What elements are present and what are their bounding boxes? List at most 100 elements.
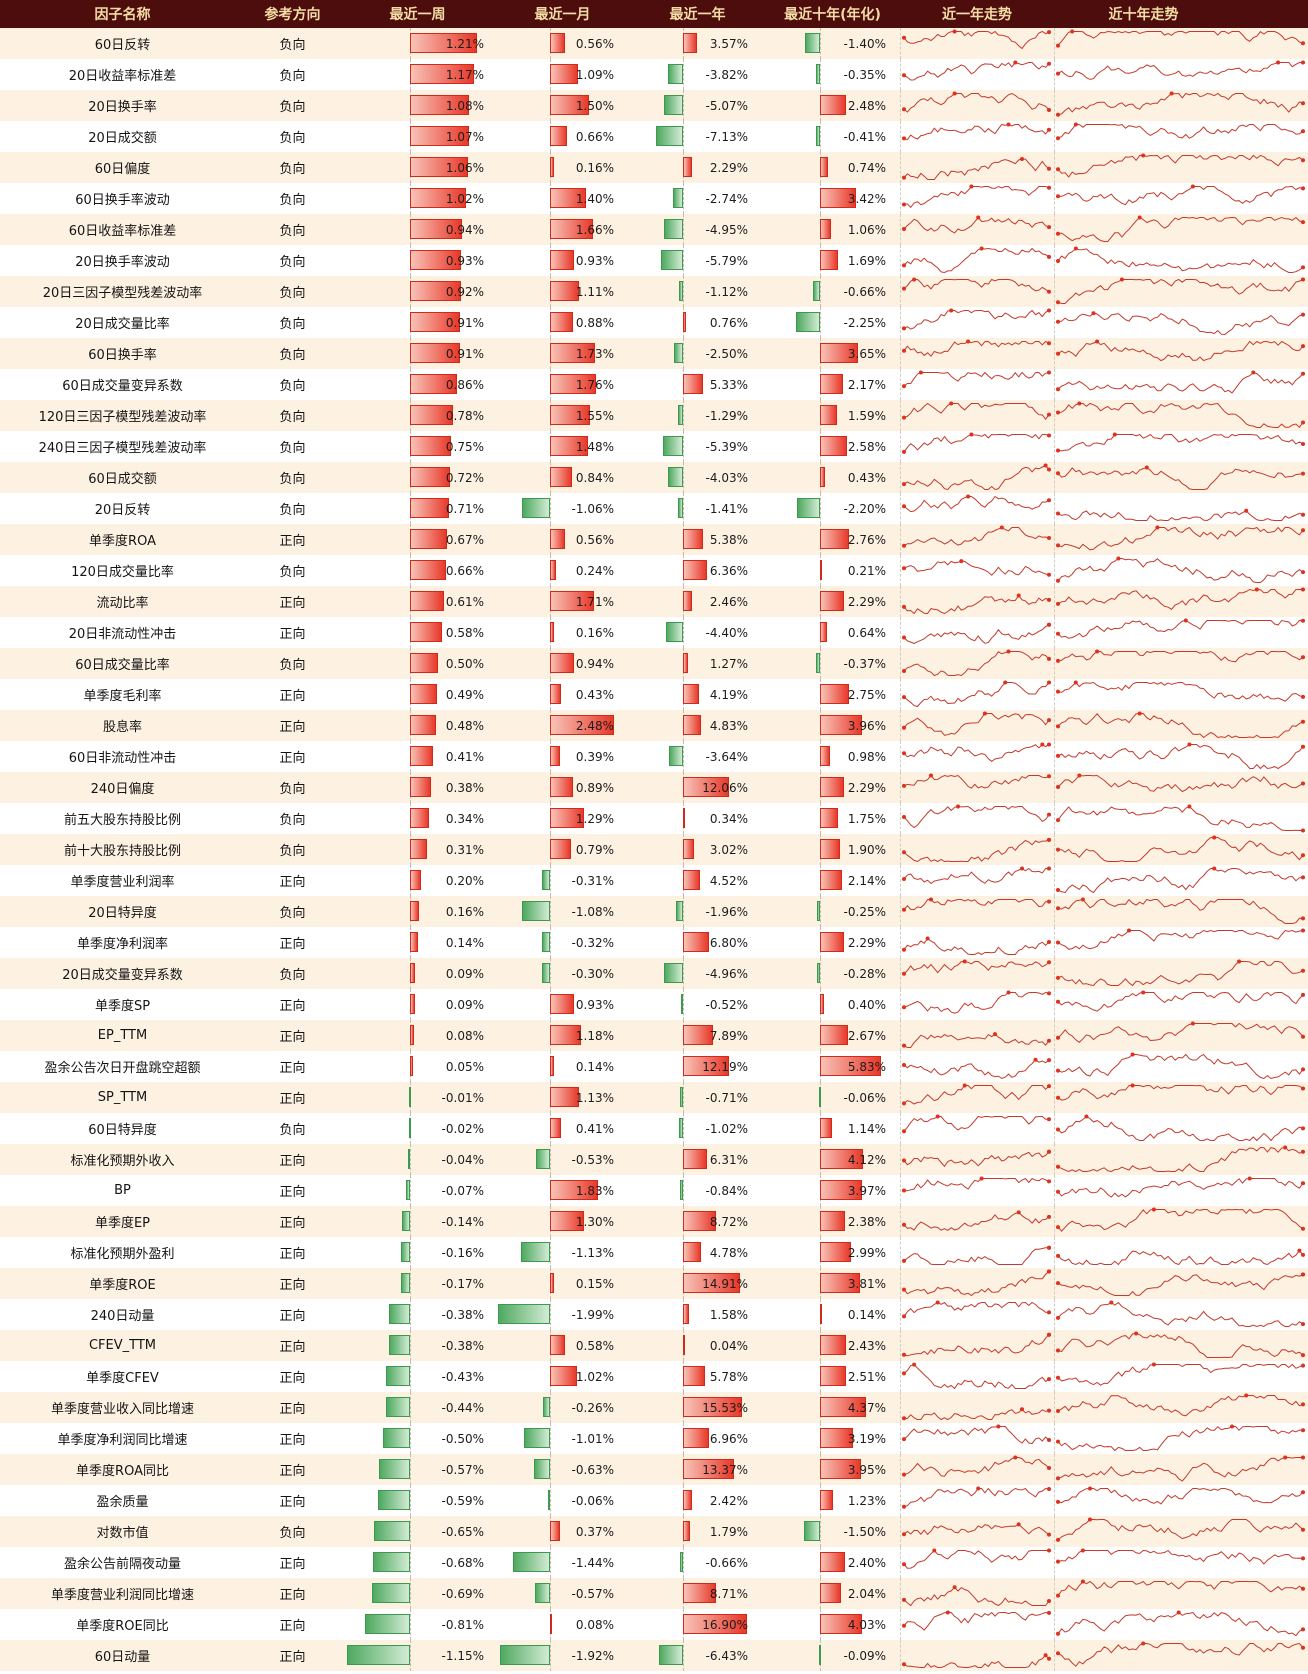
value-label: 1.13% <box>575 1090 614 1105</box>
last-week-cell: -0.43% <box>340 1361 495 1392</box>
last-year-cell: 3.02% <box>630 834 765 865</box>
value-label: 0.34% <box>445 811 484 826</box>
last-ten-year-cell: 4.12% <box>765 1144 900 1175</box>
factor-direction: 正向 <box>279 1309 306 1324</box>
value-bar <box>523 1428 550 1448</box>
factor-direction: 正向 <box>279 1588 306 1603</box>
factor-direction: 正向 <box>279 596 306 611</box>
sparkline-10y <box>1054 1299 1308 1330</box>
value-bar <box>550 777 574 797</box>
header-trend-10y: 近十年走势 <box>1108 7 1179 23</box>
value-label: 1.06% <box>847 222 886 237</box>
value-bar <box>374 1521 410 1541</box>
value-label: 0.41% <box>575 1121 614 1136</box>
factor-name: 流动比率 <box>96 596 149 611</box>
value-label: 0.89% <box>575 780 614 795</box>
value-label: 3.65% <box>847 346 886 361</box>
zero-axis-line <box>550 1299 551 1330</box>
factor-direction: 负向 <box>279 317 306 332</box>
value-bar <box>550 994 575 1014</box>
last-week-cell: 0.08% <box>340 1020 495 1051</box>
last-week-cell: 0.72% <box>340 462 495 493</box>
zero-axis-line <box>683 90 684 121</box>
value-label: -0.26% <box>571 1400 614 1415</box>
last-week-cell: 0.66% <box>340 555 495 586</box>
value-bar <box>683 1304 689 1324</box>
table-row: 单季度净利润同比增速 正向 -0.50% -1.01% 6.96% 3.19% <box>0 1423 1308 1454</box>
value-label: 0.24% <box>575 563 614 578</box>
value-bar <box>820 1180 862 1200</box>
factor-direction: 负向 <box>279 100 306 115</box>
value-label: 16.90% <box>702 1617 748 1632</box>
last-week-cell: 0.48% <box>340 710 495 741</box>
last-week-cell: 0.34% <box>340 803 495 834</box>
value-label: -0.57% <box>571 1586 614 1601</box>
last-month-cell: -0.32% <box>495 927 630 958</box>
last-year-cell: -5.07% <box>630 90 765 121</box>
value-bar <box>817 901 820 921</box>
last-month-cell: 1.71% <box>495 586 630 617</box>
value-bar <box>520 1242 550 1262</box>
sparkline-1y <box>900 958 1054 989</box>
factor-name: 20日收益率标准差 <box>68 69 177 84</box>
value-bar <box>410 126 469 146</box>
sparkline-10y <box>1054 276 1308 307</box>
value-bar <box>683 1149 707 1169</box>
value-label: 2.48% <box>575 718 614 733</box>
sparkline-1y <box>900 28 1054 59</box>
value-bar <box>550 1087 580 1107</box>
value-bar <box>820 932 845 952</box>
last-year-cell: -1.02% <box>630 1113 765 1144</box>
value-bar <box>550 1273 554 1293</box>
last-ten-year-cell: 0.21% <box>765 555 900 586</box>
value-bar <box>550 529 565 549</box>
table-row: 单季度毛利率 正向 0.49% 0.43% 4.19% 2.75% <box>0 679 1308 710</box>
factor-direction: 负向 <box>279 348 306 363</box>
table-row: 股息率 正向 0.48% 2.48% 4.83% 3.96% <box>0 710 1308 741</box>
last-month-cell: 0.41% <box>495 1113 630 1144</box>
value-bar <box>410 1056 413 1076</box>
value-bar <box>535 1583 550 1603</box>
value-label: 0.93% <box>575 253 614 268</box>
value-bar <box>681 994 684 1014</box>
value-bar <box>410 250 462 270</box>
last-year-cell: 6.96% <box>630 1423 765 1454</box>
sparkline-1y <box>900 369 1054 400</box>
value-label: -0.81% <box>441 1617 484 1632</box>
value-bar <box>550 808 584 828</box>
last-month-cell: 0.14% <box>495 1051 630 1082</box>
value-bar <box>550 436 589 456</box>
value-label: -0.59% <box>441 1493 484 1508</box>
value-bar <box>820 529 849 549</box>
last-year-cell: -6.43% <box>630 1640 765 1671</box>
value-bar <box>820 808 839 828</box>
sparkline-10y <box>1054 927 1308 958</box>
last-ten-year-cell: 1.69% <box>765 245 900 276</box>
factor-direction: 负向 <box>279 968 306 983</box>
value-label: 4.78% <box>709 1245 748 1260</box>
last-month-cell: 0.37% <box>495 1516 630 1547</box>
value-bar <box>498 1304 550 1324</box>
sparkline-10y <box>1054 214 1308 245</box>
factor-direction: 正向 <box>279 1030 306 1045</box>
sparkline-10y <box>1054 679 1308 710</box>
value-label: -0.68% <box>441 1555 484 1570</box>
factor-name: 对数市值 <box>96 1526 149 1541</box>
last-month-cell: -0.31% <box>495 865 630 896</box>
table-row: 240日偏度 负向 0.38% 0.89% 12.06% 2.29% <box>0 772 1308 803</box>
factor-name: 前十大股东持股比例 <box>63 844 181 859</box>
table-row: 前十大股东持股比例 负向 0.31% 0.79% 3.02% 1.90% <box>0 834 1308 865</box>
sparkline-10y <box>1054 1485 1308 1516</box>
value-label: 12.19% <box>702 1059 748 1074</box>
last-year-cell: 0.76% <box>630 307 765 338</box>
value-bar <box>820 1118 832 1138</box>
zero-axis-line <box>683 741 684 772</box>
last-week-cell: 0.05% <box>340 1051 495 1082</box>
value-bar <box>400 1273 410 1293</box>
factor-direction: 正向 <box>279 689 306 704</box>
zero-axis-line <box>550 1547 551 1578</box>
value-bar <box>820 839 840 859</box>
value-label: 0.48% <box>445 718 484 733</box>
last-year-cell: -1.12% <box>630 276 765 307</box>
sparkline-10y <box>1054 493 1308 524</box>
